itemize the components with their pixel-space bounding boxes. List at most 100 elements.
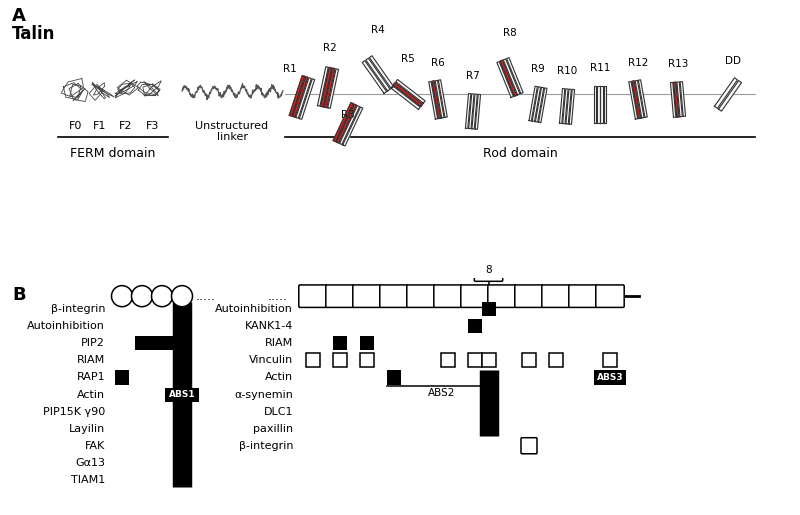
Text: α-synemin: α-synemin: [234, 389, 293, 400]
Polygon shape: [342, 107, 362, 146]
Polygon shape: [529, 86, 538, 121]
Polygon shape: [293, 77, 308, 117]
FancyBboxPatch shape: [299, 285, 327, 307]
Bar: [165, 387, 199, 402]
Polygon shape: [598, 85, 599, 123]
Bar: [135, 336, 189, 350]
FancyBboxPatch shape: [542, 285, 570, 307]
Circle shape: [131, 286, 153, 307]
Bar: [522, 353, 536, 367]
Text: ABS2: ABS2: [427, 387, 455, 398]
Text: Gα13: Gα13: [75, 458, 105, 468]
FancyBboxPatch shape: [488, 285, 516, 307]
Text: 0: 0: [118, 291, 126, 301]
Polygon shape: [328, 69, 338, 108]
FancyBboxPatch shape: [353, 285, 381, 307]
Bar: [360, 353, 374, 367]
Polygon shape: [336, 104, 357, 143]
Polygon shape: [714, 78, 738, 108]
Polygon shape: [569, 90, 574, 124]
Text: 8: 8: [485, 265, 492, 275]
Text: F2: F2: [119, 122, 133, 131]
Text: PIP2: PIP2: [81, 338, 105, 348]
Polygon shape: [500, 60, 517, 96]
Text: R9: R9: [531, 64, 545, 74]
Polygon shape: [559, 89, 565, 124]
Text: DD: DD: [725, 56, 741, 66]
Text: R6: R6: [431, 58, 445, 67]
Text: Actin: Actin: [265, 372, 293, 383]
Bar: [468, 353, 482, 367]
Polygon shape: [472, 94, 478, 129]
FancyBboxPatch shape: [521, 438, 537, 454]
Polygon shape: [594, 85, 596, 123]
Polygon shape: [566, 89, 571, 124]
Text: R10: R10: [557, 66, 577, 76]
Text: 10: 10: [522, 291, 535, 301]
Polygon shape: [635, 80, 644, 118]
Polygon shape: [562, 89, 568, 124]
Polygon shape: [677, 82, 682, 117]
Text: F0: F0: [70, 122, 82, 131]
FancyBboxPatch shape: [569, 285, 597, 307]
FancyBboxPatch shape: [380, 285, 408, 307]
Polygon shape: [503, 59, 520, 95]
Polygon shape: [394, 82, 422, 106]
Text: 1: 1: [138, 291, 146, 301]
Text: 9: 9: [498, 291, 506, 301]
Bar: [387, 370, 401, 385]
Text: ?: ?: [526, 439, 532, 452]
Text: RIAM: RIAM: [77, 355, 105, 366]
FancyBboxPatch shape: [407, 285, 435, 307]
Bar: [482, 353, 495, 367]
Text: R1: R1: [283, 63, 297, 74]
Polygon shape: [680, 81, 686, 116]
Text: β-integrin: β-integrin: [50, 304, 105, 314]
Polygon shape: [396, 79, 425, 103]
Bar: [306, 353, 320, 367]
Text: TIAM1: TIAM1: [70, 475, 105, 485]
Polygon shape: [334, 102, 354, 142]
Text: R13: R13: [668, 59, 688, 69]
Text: 12: 12: [576, 291, 590, 301]
Text: R11: R11: [590, 63, 610, 73]
Text: PIP15K γ90: PIP15K γ90: [42, 407, 105, 417]
Bar: [441, 353, 455, 367]
Text: F1: F1: [94, 122, 106, 131]
FancyBboxPatch shape: [596, 285, 624, 307]
Polygon shape: [339, 106, 360, 145]
Text: 13: 13: [603, 291, 617, 301]
Text: FAK: FAK: [85, 441, 105, 451]
Circle shape: [151, 286, 173, 307]
Text: ABS1: ABS1: [169, 390, 195, 399]
Bar: [333, 353, 347, 367]
FancyBboxPatch shape: [474, 259, 502, 281]
Polygon shape: [601, 85, 602, 123]
Polygon shape: [429, 81, 438, 119]
Polygon shape: [391, 86, 420, 110]
Text: Layilin: Layilin: [69, 424, 105, 434]
Text: 4: 4: [390, 291, 398, 301]
Bar: [482, 302, 495, 316]
Text: ABS3: ABS3: [597, 373, 623, 382]
Polygon shape: [638, 80, 647, 117]
Text: Unstructured: Unstructured: [195, 122, 269, 131]
Text: Vinculin: Vinculin: [249, 355, 293, 366]
FancyBboxPatch shape: [515, 285, 543, 307]
Polygon shape: [506, 58, 523, 94]
Polygon shape: [538, 88, 547, 123]
Text: 6: 6: [445, 291, 451, 301]
Bar: [549, 353, 563, 367]
FancyBboxPatch shape: [434, 285, 462, 307]
Polygon shape: [497, 61, 514, 97]
FancyBboxPatch shape: [461, 285, 490, 307]
Text: 2: 2: [158, 291, 166, 301]
Polygon shape: [432, 81, 441, 118]
Text: Talin: Talin: [12, 25, 55, 43]
Bar: [468, 319, 482, 333]
Polygon shape: [535, 88, 544, 122]
Text: Autoinhibition: Autoinhibition: [215, 304, 293, 314]
Polygon shape: [475, 94, 481, 129]
Polygon shape: [718, 81, 742, 111]
Text: 3: 3: [364, 291, 370, 301]
